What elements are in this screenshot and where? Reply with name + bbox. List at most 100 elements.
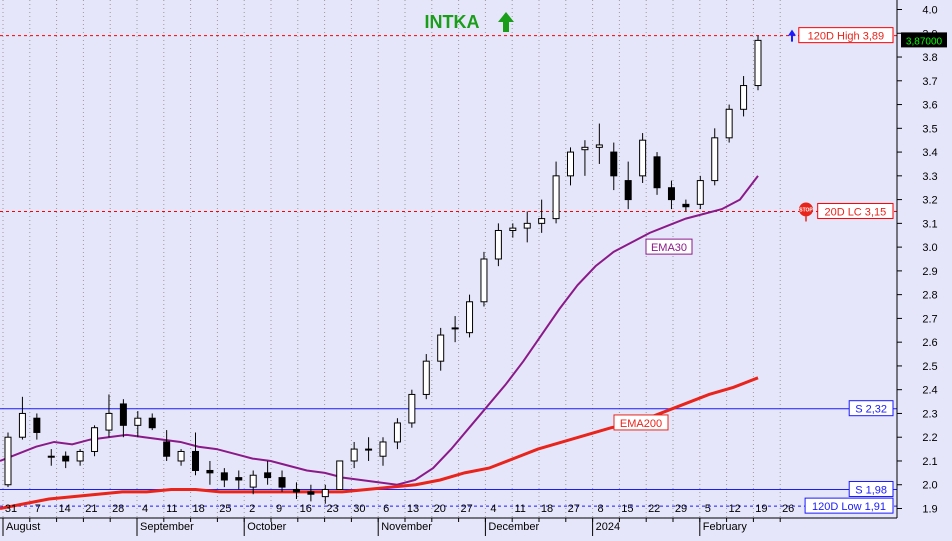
y-tick-label: 3.1	[922, 218, 937, 230]
ema30-label-text: EMA30	[651, 242, 687, 254]
candle-body	[148, 417, 156, 429]
y-tick-label: 2.6	[922, 337, 937, 349]
x-tick-label: 22	[648, 503, 660, 515]
ema30-label: EMA30	[645, 238, 693, 255]
y-tick-label: 2.9	[922, 266, 937, 278]
candle	[523, 211, 531, 243]
candle-body	[581, 146, 589, 151]
candle	[321, 484, 329, 504]
labels: 120D High 3,89 20D LC 3,15 S 2,32 S 1,98 120…	[613, 27, 947, 514]
candle	[163, 430, 171, 461]
candle	[711, 128, 719, 186]
candle-body	[422, 360, 430, 395]
candle	[740, 76, 748, 117]
candle-body	[321, 488, 329, 498]
candle-body	[509, 227, 517, 231]
x-tick-label: 29	[675, 503, 687, 515]
stop-sign-text: STOP	[799, 207, 813, 213]
candle	[307, 484, 315, 502]
candle-body	[523, 222, 531, 229]
candle-body	[696, 180, 704, 205]
candle	[278, 470, 286, 492]
y-tick-label: 3.3	[922, 171, 937, 183]
x-tick-label: 13	[407, 503, 419, 515]
candle	[18, 396, 26, 440]
x-tick-label: 27	[568, 503, 580, 515]
candle	[235, 470, 243, 490]
x-tick-label: 21	[85, 503, 97, 515]
candle-body	[451, 327, 459, 330]
candle-body	[105, 412, 113, 431]
candle	[567, 147, 574, 186]
candle	[552, 161, 560, 224]
stop-sign-shape	[799, 202, 813, 217]
candle-body	[249, 474, 257, 488]
x-tick-label: 30	[353, 503, 365, 515]
candle-body	[278, 477, 286, 488]
candle	[292, 482, 300, 499]
candle-body	[62, 455, 70, 462]
candle-body	[567, 151, 574, 177]
candle-body	[740, 85, 748, 110]
candle-body	[163, 441, 171, 457]
reference-line-label-box	[798, 27, 894, 44]
y-axis: 1.9 2.0 2.1 2.2 2.3 2.4 2.5 2.6 2.7 2.8 2.9 3.0 3.1 3…	[897, 5, 938, 515]
candle-body	[754, 39, 762, 87]
candle-body	[365, 448, 373, 451]
ema200-label: EMA200	[613, 414, 669, 431]
x-tick-label: 7	[35, 503, 41, 515]
candle	[350, 441, 358, 469]
x-tick-label: 18	[192, 503, 204, 515]
y-tick-label: 2.4	[922, 385, 937, 397]
x-tick-label: 12	[728, 503, 740, 515]
reference-line-label: S 1,98	[855, 484, 887, 496]
candle	[408, 389, 416, 428]
x-tick-label: 11	[166, 503, 177, 515]
plot-area	[0, 0, 897, 518]
ema200-label-text: EMA200	[620, 418, 662, 430]
candle-body	[4, 436, 12, 486]
x-tick-label: 11	[514, 503, 525, 515]
candle-body	[47, 455, 55, 458]
x-tick-label: 5	[705, 503, 711, 515]
reference-line-label: 120D Low 1,91	[812, 501, 886, 513]
candle	[696, 175, 704, 210]
ma-line-ema30	[0, 175, 759, 486]
y-tick-label: 3.8	[922, 52, 937, 64]
candle	[206, 460, 214, 485]
y-tick-label: 3.6	[922, 100, 937, 112]
ema30-label-box	[645, 238, 693, 255]
candle-body	[682, 203, 690, 208]
y-tick-label: 2.1	[922, 456, 937, 468]
candle-body	[610, 151, 618, 177]
candle	[192, 432, 199, 476]
candle-body	[235, 477, 243, 481]
candle	[451, 316, 459, 343]
x-tick-label: 9	[276, 503, 282, 515]
candle	[249, 470, 257, 495]
candle-body	[119, 403, 127, 426]
reference-line-label-box	[804, 497, 894, 514]
x-tick-label: 15	[621, 503, 633, 515]
stop-sign-icon: STOP	[799, 202, 813, 222]
x-axis: 31 7 14 21 28 4 11 18 25 2 9 16 23 30 6 13 20 27 4 11 18 27 8 1…	[2, 503, 794, 536]
candle-body	[76, 450, 84, 462]
month-label: February	[703, 521, 748, 533]
candle	[682, 199, 690, 212]
candle	[667, 180, 675, 210]
candle-body	[336, 460, 344, 490]
horizontal-lines	[0, 35, 897, 507]
candle-body	[134, 417, 142, 426]
y-tick-label: 2.5	[922, 361, 937, 373]
candle-body	[177, 450, 185, 462]
reference-line-label-box	[817, 202, 894, 219]
candle	[62, 451, 70, 469]
candle	[148, 413, 156, 431]
candle-body	[639, 139, 647, 177]
x-tick-label: 23	[326, 503, 338, 515]
candles	[4, 35, 762, 504]
candle	[76, 449, 84, 466]
candle-body	[307, 491, 315, 495]
